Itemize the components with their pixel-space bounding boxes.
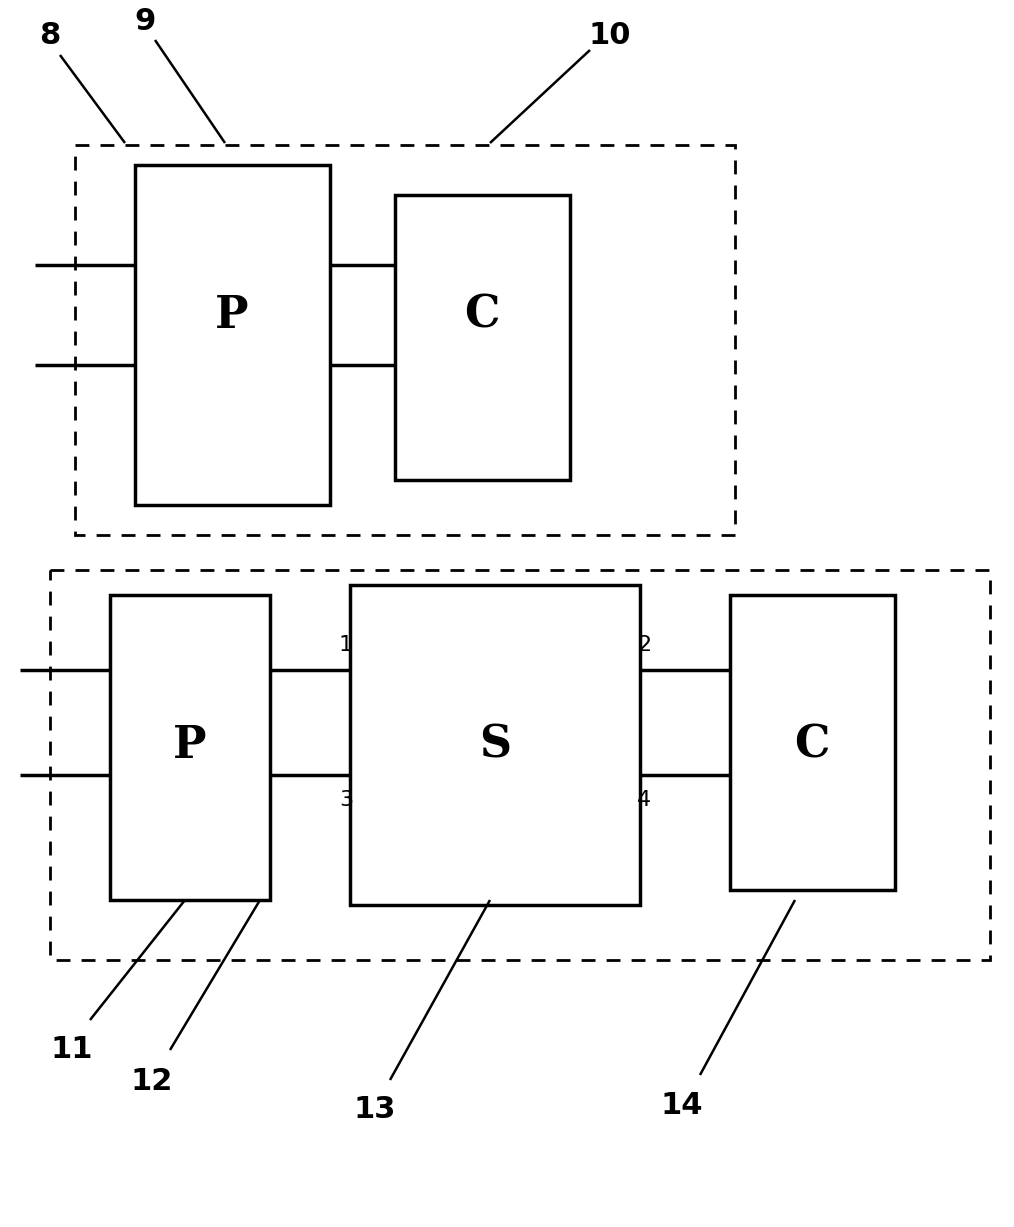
Text: 14: 14 (661, 1091, 704, 1119)
Bar (395, 195, 570, 480)
Text: 10: 10 (589, 21, 632, 49)
Text: S: S (479, 724, 511, 767)
Text: C: C (464, 293, 500, 336)
Text: 2: 2 (637, 636, 651, 655)
Text: 9: 9 (134, 7, 156, 37)
Text: P: P (173, 724, 207, 767)
Text: 4: 4 (637, 790, 651, 810)
Text: P: P (215, 293, 248, 336)
Text: C: C (794, 724, 829, 767)
Bar (350, 585, 640, 906)
Text: 8: 8 (40, 21, 61, 49)
Bar (75, 145, 735, 535)
Bar (730, 595, 895, 890)
Bar (135, 164, 330, 506)
Bar (50, 571, 990, 960)
Text: 1: 1 (339, 636, 353, 655)
Text: 3: 3 (339, 790, 353, 810)
Bar (110, 595, 270, 899)
Text: 13: 13 (354, 1096, 396, 1124)
Text: 12: 12 (131, 1067, 173, 1097)
Text: 11: 11 (51, 1036, 93, 1065)
